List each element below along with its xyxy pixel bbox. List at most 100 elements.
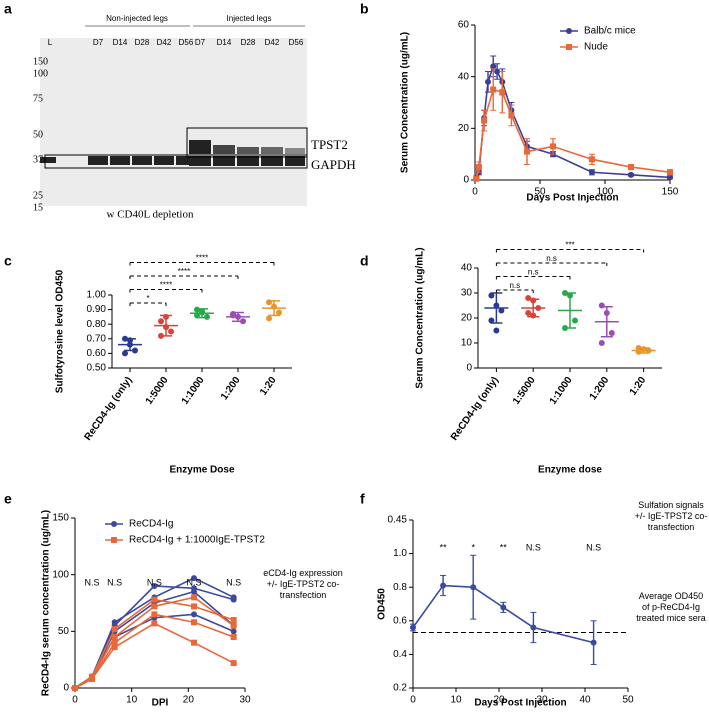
series-line [74,622,235,689]
data-point [589,169,595,176]
data-point [111,644,118,651]
data-point [72,685,78,691]
data-point [530,624,537,631]
x-tick-label: 100 [597,187,614,198]
data-point [500,604,507,611]
comparison-label: n.s [528,268,539,277]
y-tick-label: 0.4 [393,649,407,660]
ladder-label: 150 [33,56,48,67]
data-point [473,175,480,182]
x-tick-label: 1:1000 [180,375,207,407]
comparison-label: *** [565,241,574,250]
band [40,157,56,163]
lane-label: D56 [179,38,194,47]
legend-marker [111,521,117,527]
data-point [589,156,595,163]
y-axis-title: OD450 [377,588,388,620]
legend-marker [566,44,572,50]
y-tick-label: 0.2 [393,683,407,694]
data-point [608,330,615,336]
data-point [191,588,197,595]
data-point [191,639,197,646]
data-point [111,626,118,633]
band [154,156,174,165]
x-tick-label: 1:1000 [548,375,575,407]
data-point [151,583,158,589]
series-line [475,88,671,179]
x-tick-label: 10 [126,695,138,706]
significance-label: N.S [586,542,601,552]
band [88,156,108,165]
data-point [490,63,497,70]
band [285,148,305,154]
group-label: Non-injected legs [106,14,168,23]
data-point [550,143,556,150]
significance-label: N.S [84,577,99,587]
y-tick-label: 150 [52,513,69,524]
data-point [667,174,673,181]
panel-label: b [360,1,369,17]
y-axis-title: Serum Concentration (ug/mL) [400,32,411,173]
data-point [572,317,578,324]
data-point [151,611,158,618]
band [213,145,235,154]
data-point [470,584,477,591]
data-point [230,628,237,635]
data-point [590,639,597,646]
significance-label: N.S [226,577,241,587]
data-point [151,603,158,610]
data-point [230,634,237,640]
significance-label: ** [500,542,508,552]
y-tick-label: 0.90 [87,304,107,315]
x-tick-label: 30 [239,695,251,706]
data-point [525,310,532,316]
data-point [151,596,158,603]
x-tick-label: 20 [493,695,505,706]
comparison-label: **** [160,281,172,290]
x-tick-label: 1:5000 [144,375,171,407]
lane-label: D56 [289,38,304,47]
y-axis-title: ReCD4-Ig serum concentration (ug/mL) [41,510,52,696]
y-tick-label: 0.50 [87,363,107,374]
band [285,156,305,166]
significance-label: N.S [147,577,162,587]
ladder-label: 75 [33,93,43,104]
y-axis-title: Serum Concentration (ug/mL) [415,247,426,388]
y-tick-label: 10 [461,338,473,349]
legend-marker [111,537,117,543]
panel-label: c [4,253,12,269]
y-tick-label: 0 [466,363,472,374]
data-point [490,86,497,93]
significance-label: ** [440,542,448,552]
data-point [191,611,197,618]
lane-label: L [48,38,53,47]
y-tick-label: 0 [63,683,69,694]
data-point [89,675,95,682]
x-tick-label: ReCD4-Ig (only) [83,375,135,443]
comparison-label: **** [178,267,190,276]
band [132,156,152,165]
y-tick-label: 0.70 [87,333,107,344]
x-tick-label: 0 [472,187,478,198]
significance-label: N.S [526,542,541,552]
data-point [598,302,605,309]
band [237,147,259,154]
y-axis-title: Sulfotyrosine level OD450 [55,269,66,393]
y-tick-label: 0.80 [87,319,107,330]
band [189,140,211,154]
x-tick-label: 1:20 [258,375,279,398]
significance-label: * [471,542,475,552]
data-point [488,292,495,299]
data-point [598,340,605,346]
y-tick-label: 0.8 [393,582,407,593]
y-tick-label: 0.6 [393,615,407,626]
data-point [230,617,237,623]
data-point [151,620,158,627]
x-tick-label: 10 [450,695,462,706]
data-point [191,575,197,582]
legend-label: ReCD4-Ig [129,519,173,530]
data-point [628,171,634,178]
data-point [230,596,237,603]
lane-label: D14 [113,38,128,47]
ladder-label: 15 [33,202,43,213]
